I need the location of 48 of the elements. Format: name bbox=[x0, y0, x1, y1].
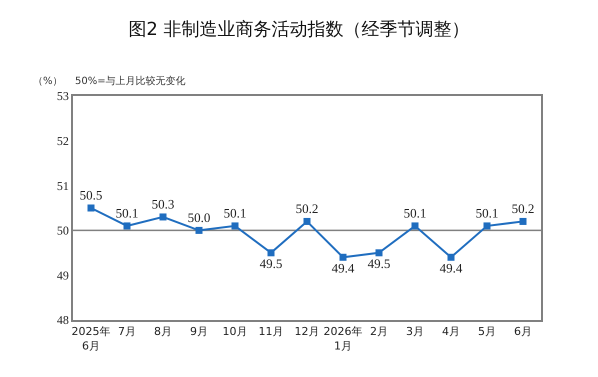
point bbox=[412, 222, 418, 230]
text: （%） bbox=[33, 76, 63, 87]
x-tick-label: 4月 bbox=[442, 324, 460, 338]
y-tick-label: 50 bbox=[56, 224, 69, 238]
y-tick-label: 49 bbox=[56, 268, 69, 282]
point bbox=[376, 249, 382, 256]
x-tick-label: 2026年 1月 bbox=[324, 324, 362, 352]
x-tick-label: 5月 bbox=[478, 324, 496, 338]
x-tick-label: 7月 bbox=[118, 324, 136, 338]
text: 50%=与上月比较无变化 bbox=[75, 75, 186, 87]
point bbox=[304, 218, 310, 225]
x-tick-label: 9月 bbox=[190, 324, 208, 338]
x-tick-label: 11月 bbox=[258, 324, 284, 338]
y-tick-label: 48 bbox=[56, 313, 69, 328]
data-label: 49.5 bbox=[368, 256, 390, 271]
x-tick-label: 6月 bbox=[514, 324, 532, 338]
y-tick-label: 52 bbox=[56, 134, 69, 148]
data-label: 50.1 bbox=[404, 205, 426, 220]
data-label: 50.2 bbox=[512, 200, 534, 216]
data-label: 50.1 bbox=[224, 205, 246, 220]
point bbox=[232, 222, 238, 230]
data-label: 49.4 bbox=[440, 260, 463, 276]
x-tick-label: 12月 bbox=[294, 324, 320, 338]
x-tick-label: 2月 bbox=[370, 324, 388, 338]
point bbox=[160, 213, 166, 220]
data-label: 50.5 bbox=[80, 187, 102, 202]
data-label: 49.4 bbox=[332, 260, 355, 276]
data-label: 50.1 bbox=[116, 205, 138, 220]
y-tick-label: 51 bbox=[56, 178, 69, 193]
data-label: 50.2 bbox=[296, 200, 318, 216]
x-tick-label: 3月 bbox=[406, 324, 424, 338]
x-tick-label: 10月 bbox=[222, 324, 248, 338]
x-tick-label: 2025年 6月 bbox=[72, 324, 110, 352]
data-label: 50.1 bbox=[476, 205, 498, 220]
point bbox=[88, 204, 94, 212]
point bbox=[340, 254, 346, 261]
point bbox=[520, 218, 526, 225]
data-label: 50.3 bbox=[152, 196, 174, 212]
y-tick-label: 53 bbox=[56, 89, 69, 104]
point bbox=[124, 222, 130, 230]
data-label: 50.0 bbox=[188, 210, 210, 225]
point bbox=[484, 222, 490, 230]
x-tick-label: 8月 bbox=[154, 324, 172, 338]
chart-title: 图2 非制造业商务活动指数（经季节调整） bbox=[128, 19, 470, 40]
point bbox=[448, 254, 454, 261]
point bbox=[196, 226, 202, 234]
point bbox=[268, 249, 274, 256]
data-label: 49.5 bbox=[260, 256, 282, 271]
